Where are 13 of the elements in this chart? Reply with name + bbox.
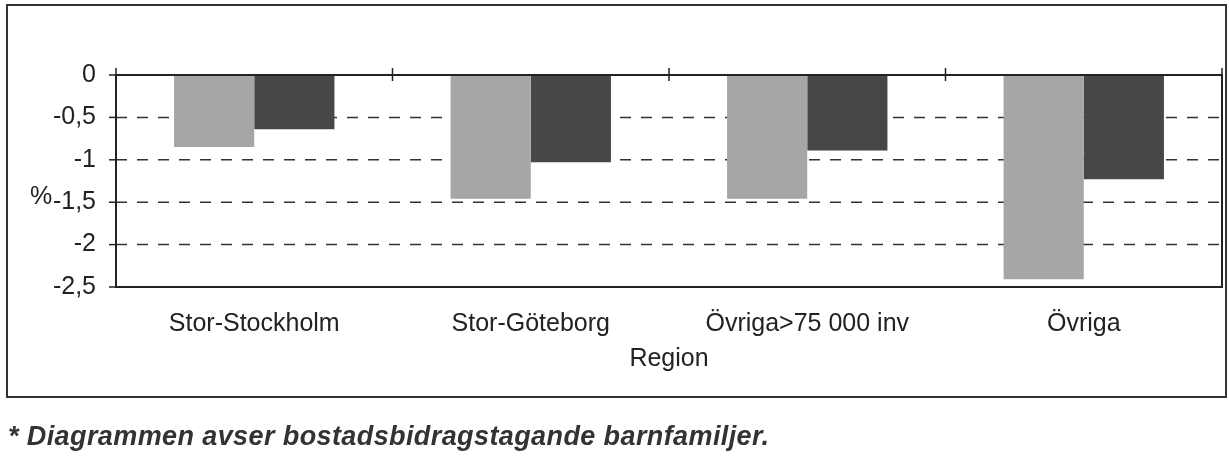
text: * Diagrammen avser bostadsbidragstagande barnfamiljer. — [8, 421, 770, 452]
x-tick-label: Övriga — [1046, 307, 1121, 336]
y-tick-label: -1,5 — [52, 186, 96, 215]
x-tick-label: Stor-Göteborg — [451, 307, 610, 336]
y-tick-label: -2 — [73, 228, 96, 257]
y-tick-label: 0 — [82, 58, 96, 87]
y-tick-label: -0,5 — [52, 101, 96, 130]
y-tick-label: -1 — [73, 143, 96, 172]
x-tick-label: Stor-Stockholm — [168, 307, 340, 336]
y-tick-label: -2,5 — [52, 270, 96, 299]
y-axis-title: % — [30, 181, 53, 209]
x-tick-label: Övriga>75 000 inv — [705, 307, 910, 336]
x-axis-title: Region — [629, 342, 709, 371]
